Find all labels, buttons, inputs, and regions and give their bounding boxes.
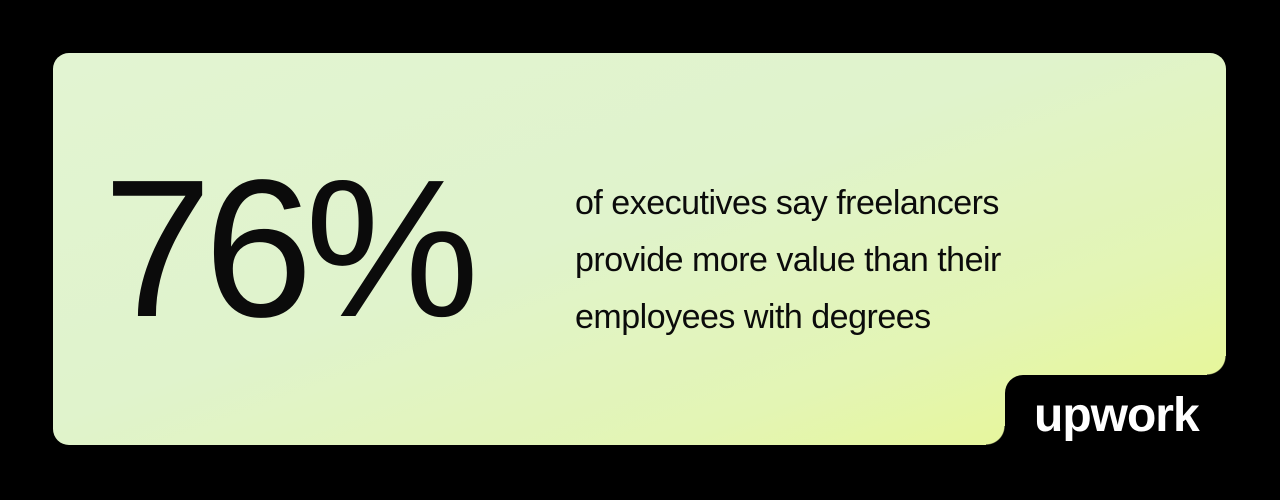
logo-notch: [1005, 375, 1245, 465]
stat-card: 76% of executives say freelancers provid…: [53, 53, 1226, 445]
stat-description: of executives say freelancers provide mo…: [575, 175, 1001, 346]
description-line: of executives say freelancers: [575, 184, 999, 222]
notch-corner: [1207, 356, 1226, 375]
description-line: employees with degrees: [575, 298, 931, 336]
notch-corner: [986, 426, 1005, 445]
upwork-logo: upwork: [1034, 389, 1200, 442]
stat-value: 76%: [103, 139, 479, 358]
description-line: provide more value than their: [575, 241, 1001, 279]
